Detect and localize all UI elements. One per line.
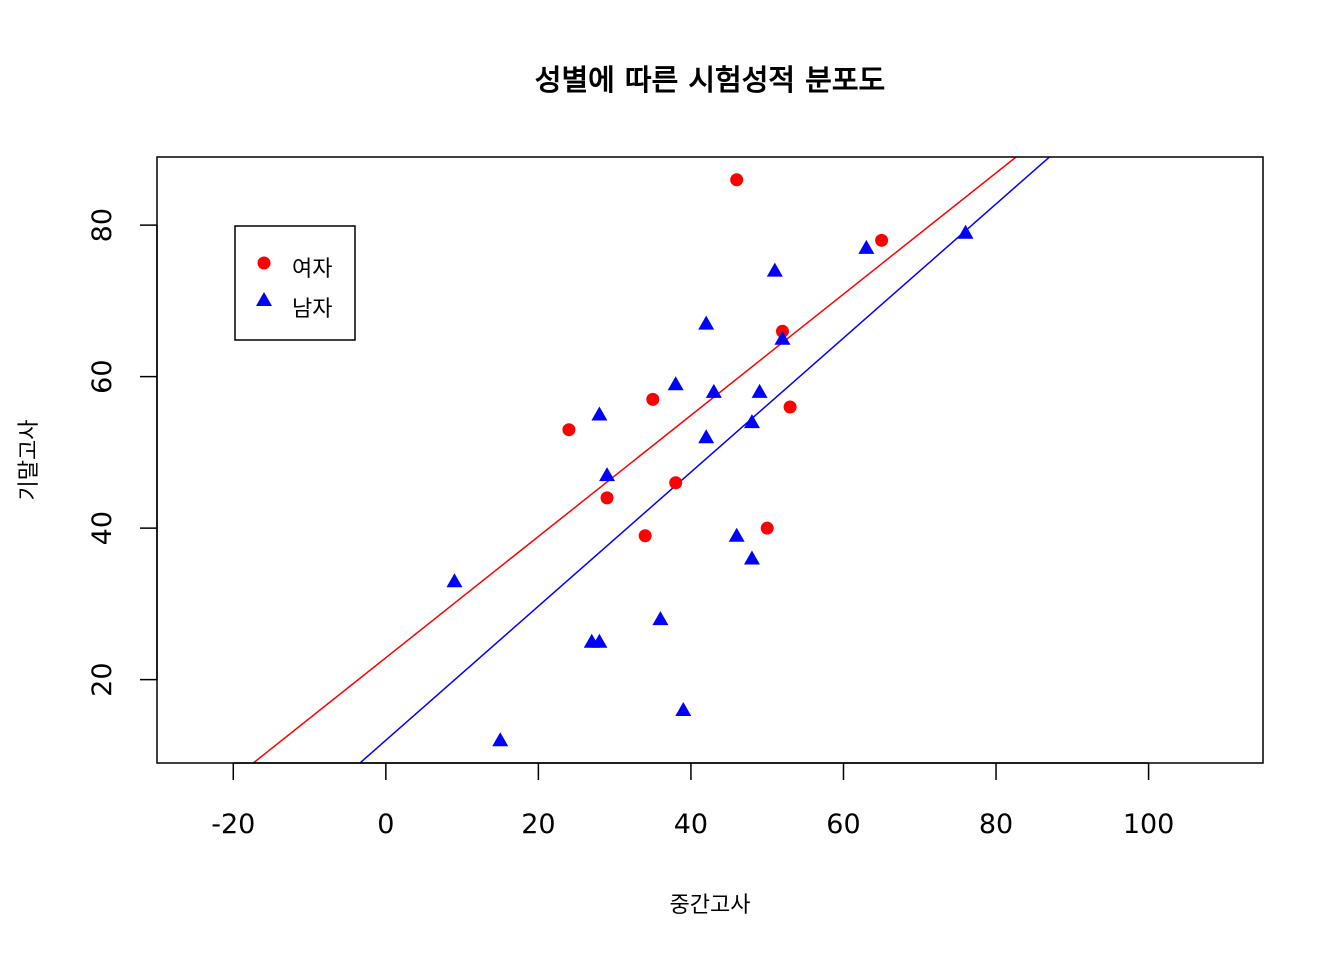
point-female: [669, 476, 683, 490]
point-male: [652, 611, 669, 626]
point-female: [730, 173, 744, 187]
legend-box: [234, 225, 356, 341]
regression-line-male: [358, 157, 1051, 763]
x-tick-label: -20: [211, 809, 255, 840]
point-female: [783, 400, 797, 414]
point-male: [492, 732, 509, 747]
point-male: [705, 383, 722, 398]
point-male: [446, 573, 463, 588]
y-axis-label: 기말고사: [17, 420, 42, 501]
point-female: [760, 521, 774, 535]
point-male: [698, 315, 715, 330]
point-male: [591, 406, 608, 421]
x-tick-label: 80: [979, 809, 1013, 840]
point-male: [698, 429, 715, 444]
x-tick-label: 60: [826, 809, 860, 840]
point-male: [743, 414, 760, 429]
point-male: [667, 376, 684, 391]
point-female: [646, 392, 660, 406]
chart-title: 성별에 따른 시험성적 분포도: [535, 63, 885, 97]
point-male: [591, 633, 608, 648]
point-male: [766, 262, 783, 277]
y-tick-label: 80: [87, 208, 118, 242]
legend-label-male: 남자: [292, 297, 332, 322]
y-axis: 20 40 60 80: [87, 208, 158, 697]
y-tick-label: 60: [87, 359, 118, 393]
x-axis: -20 0 20 40 60 80 100: [211, 762, 1175, 840]
x-tick-label: 0: [377, 809, 394, 840]
legend: 여자 남자: [234, 225, 356, 341]
x-tick-label: 20: [521, 809, 555, 840]
regression-line-female: [252, 157, 1018, 763]
point-male: [751, 383, 768, 398]
point-female: [875, 233, 889, 247]
legend-label-female: 여자: [292, 257, 332, 282]
point-male: [599, 467, 616, 482]
point-female: [600, 491, 614, 505]
point-male: [728, 527, 745, 542]
y-tick-label: 40: [87, 511, 118, 545]
point-female: [562, 423, 576, 437]
point-male: [957, 224, 974, 239]
point-female: [638, 529, 652, 543]
legend-marker-male: [256, 292, 272, 306]
point-male: [675, 701, 692, 716]
legend-marker-female: [257, 256, 271, 270]
point-male: [743, 550, 760, 565]
point-male: [774, 330, 791, 345]
x-tick-label: 100: [1123, 809, 1175, 840]
x-tick-label: 40: [674, 809, 708, 840]
x-axis-label: 중간고사: [670, 893, 751, 918]
point-male: [858, 239, 875, 254]
y-tick-label: 20: [87, 662, 118, 696]
